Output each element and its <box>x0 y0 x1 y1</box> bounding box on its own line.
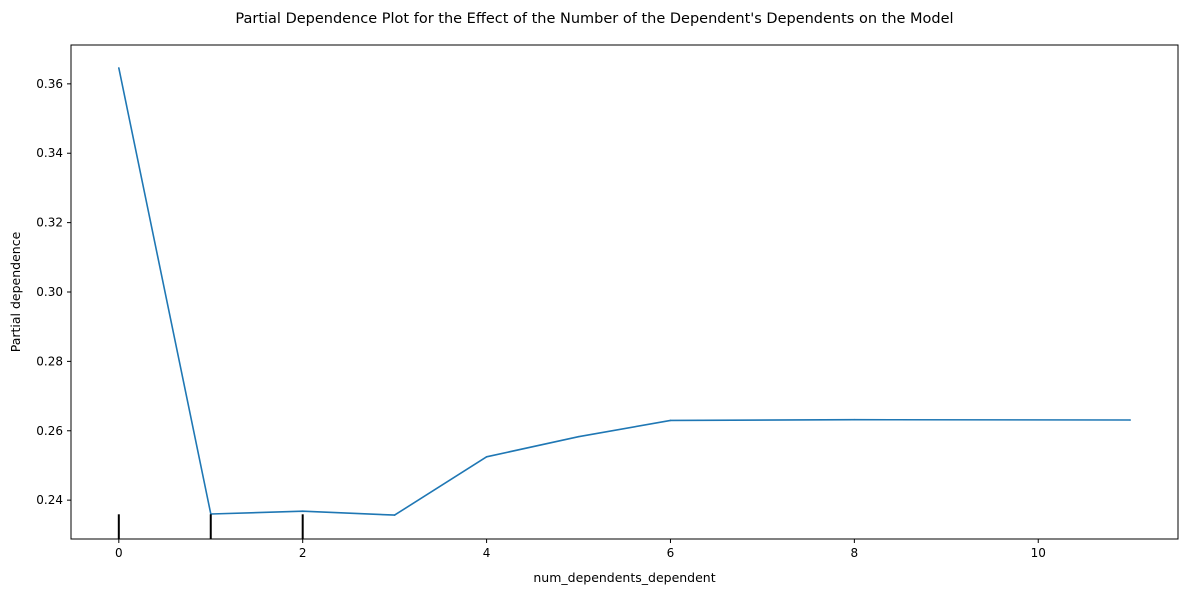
data-point <box>1129 419 1131 421</box>
partial-dependence-line <box>118 67 1131 516</box>
data-point <box>669 419 672 422</box>
y-axis-label: Partial dependence <box>8 231 23 352</box>
x-tick-label: 10 <box>1031 546 1046 560</box>
x-tick-label: 2 <box>299 546 307 560</box>
x-tick-label: 8 <box>851 546 859 560</box>
y-tick-label: 0.36 <box>36 77 63 91</box>
chart-title: Partial Dependence Plot for the Effect o… <box>235 11 953 27</box>
data-point <box>118 67 120 69</box>
data-point <box>393 514 396 516</box>
y-tick-label: 0.32 <box>36 216 63 230</box>
y-tick-label: 0.34 <box>36 146 63 160</box>
y-tick-label: 0.28 <box>36 354 63 368</box>
data-point <box>301 510 304 512</box>
x-axis-label: num_dependents_dependent <box>533 570 715 585</box>
x-tick-label: 0 <box>115 546 123 560</box>
data-point <box>485 456 488 458</box>
x-tick-label: 6 <box>667 546 675 560</box>
y-tick-label: 0.30 <box>36 285 63 299</box>
y-tick-label: 0.26 <box>36 424 63 438</box>
data-point <box>577 435 580 438</box>
y-tick-label: 0.24 <box>36 493 63 507</box>
data-point <box>853 418 856 421</box>
axes-frame <box>70 44 1179 540</box>
x-tick-label: 4 <box>483 546 491 560</box>
